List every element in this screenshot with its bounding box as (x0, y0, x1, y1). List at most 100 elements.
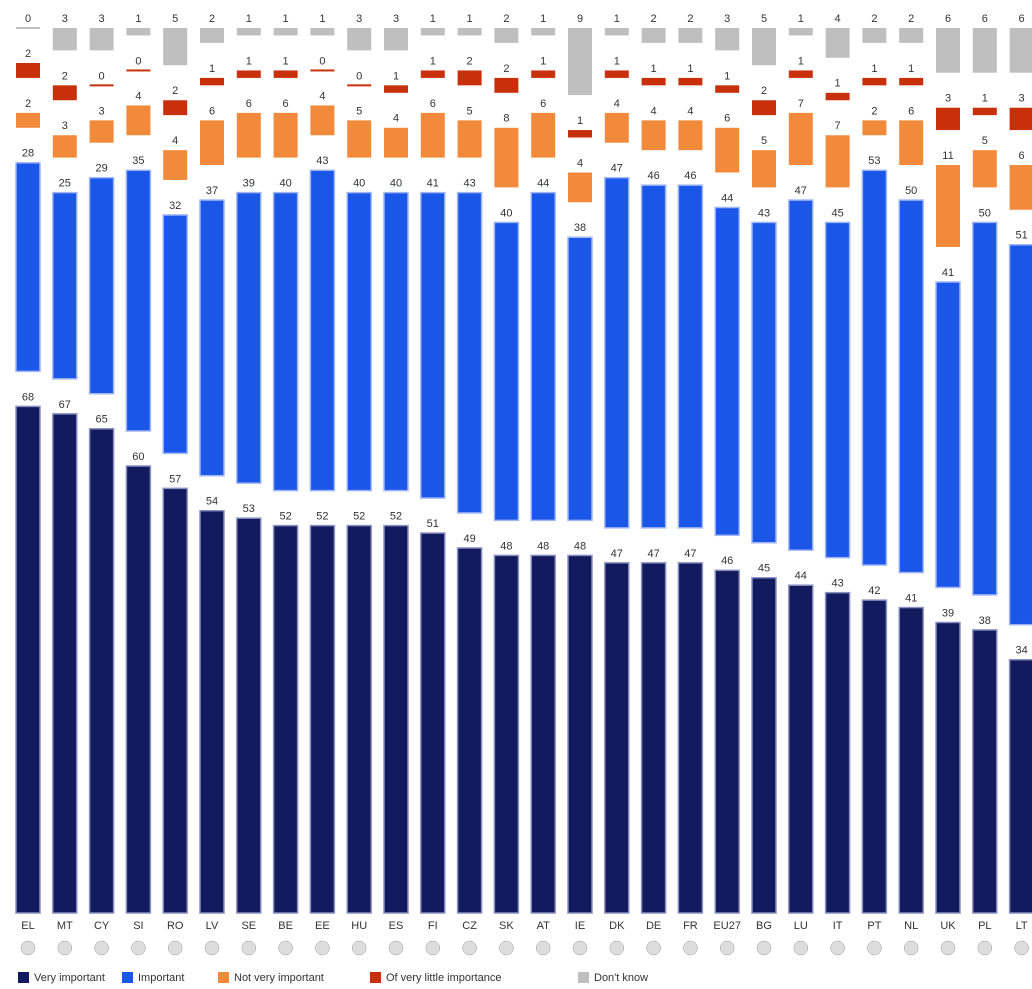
bar-segment (530, 554, 556, 914)
flag-icon (315, 940, 330, 956)
value-label: 1 (871, 63, 877, 75)
bar-segment (125, 465, 152, 914)
value-label: 52 (353, 511, 365, 523)
value-label: 2 (761, 85, 767, 97)
value-label: 1 (835, 78, 841, 90)
bar-segment (52, 85, 77, 101)
x-tick-label: RO (167, 920, 184, 932)
flag-icon (94, 940, 109, 956)
value-label: 8 (503, 113, 509, 125)
value-label: 45 (758, 563, 770, 575)
value-label: 2 (62, 70, 68, 82)
bar-segment (420, 532, 446, 914)
value-label: 50 (979, 207, 991, 219)
value-label: 11 (942, 150, 953, 162)
value-label: 46 (721, 555, 733, 567)
value-label: 5 (761, 135, 767, 147)
value-label: 4 (135, 90, 141, 102)
value-label: 0 (356, 70, 362, 82)
value-label: 44 (795, 570, 807, 582)
bar-segment (199, 509, 225, 914)
legend-swatch (370, 972, 381, 983)
x-tick-label: AT (537, 920, 551, 932)
value-label: 68 (22, 391, 34, 403)
value-label: 1 (614, 55, 620, 67)
bar-segment (972, 221, 998, 596)
bar-segment (310, 105, 335, 136)
value-label: 65 (95, 414, 107, 426)
value-label: 40 (279, 178, 291, 190)
value-label: 4 (577, 157, 583, 169)
value-label: 25 (59, 178, 71, 190)
value-label: 4 (614, 98, 620, 110)
legend-label: Not very important (234, 972, 324, 984)
bar-segment (16, 112, 40, 128)
value-label: 1 (246, 55, 252, 67)
flag-icon (940, 940, 956, 956)
bar-segment (936, 28, 960, 73)
value-label: 1 (982, 93, 988, 105)
value-label: 50 (905, 185, 917, 197)
value-label: 1 (908, 63, 914, 75)
bar-segment (457, 70, 482, 86)
bar-segment (272, 191, 299, 492)
value-label: 4 (319, 90, 325, 102)
value-label: 1 (283, 55, 289, 67)
value-label: 2 (467, 55, 473, 67)
x-tick-label: HU (351, 920, 367, 932)
legend-label: Important (138, 972, 184, 984)
value-label: 2 (651, 13, 657, 25)
value-label: 1 (135, 13, 141, 25)
value-label: 6 (283, 98, 289, 110)
bar-segment (898, 199, 924, 574)
value-label: 1 (430, 55, 436, 67)
value-label: 52 (279, 511, 291, 523)
bar-segment (567, 554, 593, 914)
legend-label: Very important (34, 972, 105, 984)
bar-segment (752, 150, 776, 188)
bar-segment (384, 85, 408, 93)
value-label: 3 (945, 93, 951, 105)
value-label: 1 (798, 55, 804, 67)
value-label: 3 (62, 120, 68, 132)
value-label: 39 (243, 178, 255, 190)
value-label: 40 (390, 178, 402, 190)
x-tick-label: LT (1016, 920, 1028, 932)
flag-icon (609, 940, 625, 956)
legend-swatch (578, 972, 589, 983)
x-tick-label: CZ (462, 920, 477, 932)
bar-segment (788, 199, 814, 551)
legend-label: Don't know (594, 972, 648, 984)
bar-segment (935, 281, 961, 589)
value-label: 9 (577, 13, 583, 25)
value-label: 43 (831, 578, 843, 590)
value-label: 3 (62, 13, 68, 25)
value-label: 2 (503, 13, 509, 25)
value-label: 1 (209, 63, 215, 75)
x-tick-label: FR (683, 920, 698, 932)
value-label: 2 (25, 48, 31, 60)
bar-segment (678, 28, 703, 43)
bar-segment (640, 562, 667, 914)
bar-segment (1009, 28, 1032, 73)
flag-icon (167, 940, 183, 956)
bar-segment (825, 92, 850, 101)
flag-icon (57, 940, 73, 956)
bar-segment (383, 191, 409, 492)
value-label: 34 (1015, 645, 1027, 657)
value-label: 4 (651, 105, 657, 117)
value-label: 51 (1015, 230, 1027, 242)
bar-segment (604, 176, 630, 529)
flag-icon (131, 940, 146, 956)
bar-segment (310, 28, 335, 36)
bar-segment (16, 63, 40, 78)
bar-segment (273, 112, 298, 158)
value-label: 43 (316, 155, 328, 167)
flag-icon (535, 940, 551, 956)
bar-segment (199, 199, 225, 477)
value-label: 48 (574, 540, 586, 552)
bar-segment (420, 191, 446, 499)
value-label: 41 (942, 267, 954, 279)
value-label: 1 (467, 13, 473, 25)
bar-segment (347, 120, 372, 158)
